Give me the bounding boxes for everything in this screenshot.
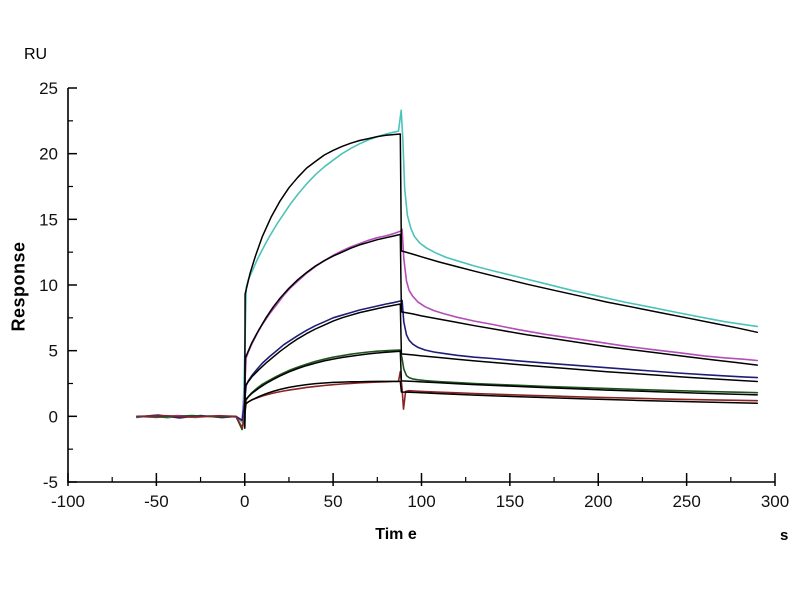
series-measured-5-darkred-curve bbox=[136, 370, 759, 429]
y-unit-label: RU bbox=[24, 46, 48, 63]
series-fit-5-curve bbox=[244, 380, 759, 428]
x-tick-label: 300 bbox=[761, 492, 789, 511]
y-tick-label: 15 bbox=[39, 210, 58, 229]
y-tick-label: -5 bbox=[43, 473, 58, 492]
x-tick-label: -100 bbox=[51, 492, 85, 511]
axes-lines bbox=[67, 88, 775, 483]
series-fit-1-curve bbox=[244, 133, 759, 423]
x-axis-title: Tim e bbox=[375, 526, 417, 543]
x-tick-label: 50 bbox=[324, 492, 343, 511]
x-tick-label: 0 bbox=[240, 492, 249, 511]
series-fit-2-curve bbox=[244, 233, 759, 422]
y-tick-label: 5 bbox=[49, 342, 58, 361]
x-tick-label: 100 bbox=[407, 492, 435, 511]
y-tick-label: 25 bbox=[39, 79, 58, 98]
y-axis-title: Response bbox=[8, 241, 29, 332]
x-tick-label: 150 bbox=[496, 492, 524, 511]
y-tick-label: 10 bbox=[39, 276, 58, 295]
y-tick-label: 20 bbox=[39, 145, 58, 164]
x-unit-label: s bbox=[780, 527, 789, 544]
x-tick-label: 200 bbox=[584, 492, 612, 511]
series-measured-3-navy-curve bbox=[136, 299, 759, 422]
y-tick-label: 0 bbox=[49, 407, 58, 426]
x-tick-label: -50 bbox=[144, 492, 169, 511]
series-fit-4-curve bbox=[244, 350, 759, 429]
series-fit-3-curve bbox=[244, 303, 759, 422]
x-tick-label: 250 bbox=[672, 492, 700, 511]
